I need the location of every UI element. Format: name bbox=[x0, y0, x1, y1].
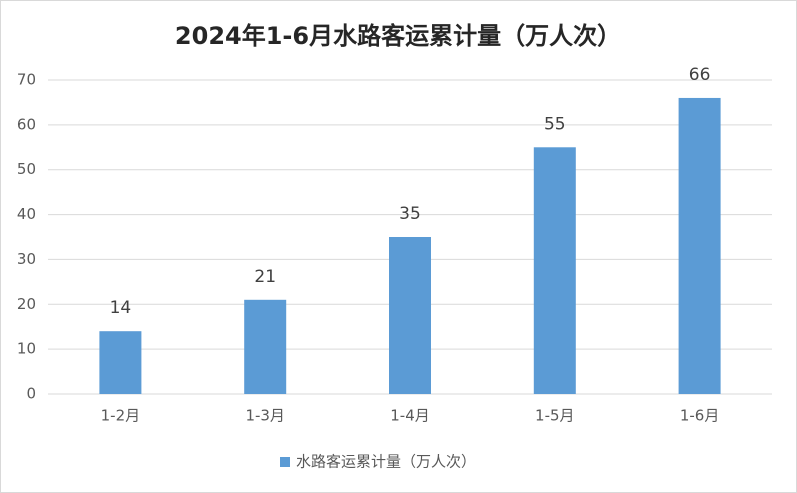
y-tick-label: 30 bbox=[17, 250, 36, 268]
value-label: 55 bbox=[544, 114, 566, 134]
bar bbox=[389, 237, 431, 394]
value-label: 21 bbox=[254, 267, 276, 287]
x-tick-label: 1-2月 bbox=[101, 407, 141, 425]
y-tick-label: 70 bbox=[17, 71, 36, 89]
legend-label: 水路客运累计量（万人次） bbox=[296, 453, 476, 471]
bar bbox=[244, 299, 287, 394]
x-tick-label: 1-5月 bbox=[535, 407, 575, 425]
y-tick-label: 10 bbox=[17, 340, 36, 358]
y-tick-label: 0 bbox=[26, 385, 36, 403]
value-label: 35 bbox=[399, 204, 421, 224]
y-tick-label: 40 bbox=[17, 205, 36, 223]
bar bbox=[533, 147, 576, 394]
x-tick-label: 1-3月 bbox=[245, 407, 285, 425]
y-tick-label: 50 bbox=[17, 160, 36, 178]
y-tick-label: 60 bbox=[17, 115, 36, 133]
x-tick-label: 1-4月 bbox=[390, 407, 430, 425]
value-label: 14 bbox=[110, 298, 132, 318]
y-tick-label: 20 bbox=[17, 295, 36, 313]
bar bbox=[99, 331, 142, 394]
bar bbox=[678, 97, 721, 394]
value-label: 66 bbox=[689, 65, 711, 85]
x-tick-label: 1-6月 bbox=[680, 407, 720, 425]
chart-title: 2024年1-6月水路客运累计量（万人次） bbox=[175, 22, 621, 50]
legend-swatch bbox=[280, 457, 290, 467]
